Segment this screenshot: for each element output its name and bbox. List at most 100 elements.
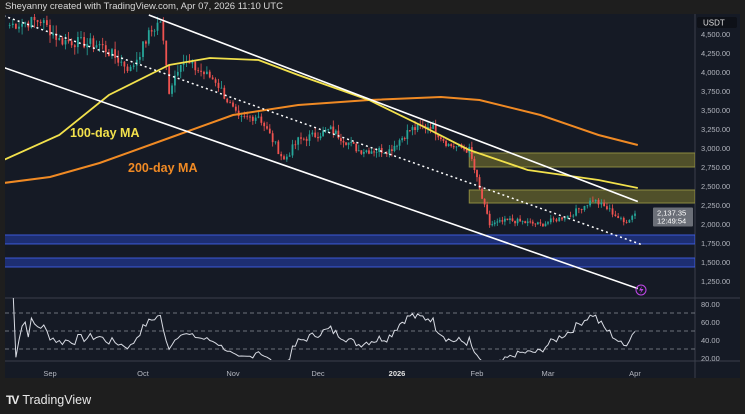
- candle-body: [302, 138, 305, 140]
- candle-body: [634, 213, 636, 216]
- time-tick: Sep: [43, 369, 56, 378]
- candle: [355, 142, 358, 153]
- candle-body: [600, 202, 603, 205]
- candle-body: [83, 37, 85, 48]
- candle-body: [617, 216, 620, 219]
- candle: [171, 83, 173, 97]
- candle: [373, 148, 375, 157]
- candle: [280, 151, 283, 161]
- candle: [594, 199, 597, 204]
- price-tick: 1,750.00: [701, 239, 730, 248]
- candle-body: [434, 124, 437, 135]
- candle-body: [182, 62, 185, 65]
- candle-body: [147, 30, 150, 44]
- candle-body: [514, 220, 516, 224]
- candle-body: [123, 61, 126, 67]
- candle: [486, 201, 489, 215]
- candle-body: [114, 49, 116, 58]
- candle: [114, 41, 116, 64]
- candle: [411, 125, 414, 136]
- time-tick: Oct: [137, 369, 150, 378]
- candle: [58, 34, 61, 41]
- candle-body: [368, 150, 370, 154]
- candle: [117, 50, 120, 67]
- candle-body: [288, 155, 291, 157]
- candle: [600, 199, 603, 208]
- candle-body: [200, 70, 202, 72]
- last-price-badge: [653, 207, 693, 227]
- candle: [251, 115, 254, 125]
- candle: [179, 64, 182, 79]
- candle-body: [409, 130, 411, 131]
- rsi-tick: 80.00: [701, 300, 720, 309]
- candle-body: [360, 150, 363, 154]
- candle: [493, 219, 496, 227]
- candle-body: [478, 177, 481, 189]
- candle-body: [332, 126, 335, 134]
- candle-body: [64, 40, 67, 45]
- last-price: 2,137.35: [657, 209, 686, 218]
- candle: [396, 144, 398, 150]
- candle-body: [597, 199, 600, 205]
- candle-body: [542, 223, 544, 227]
- candle-body: [194, 61, 197, 71]
- candle-body: [329, 126, 332, 130]
- candle-body: [486, 204, 489, 214]
- candle: [319, 132, 322, 141]
- candle: [496, 218, 499, 226]
- candle: [447, 143, 450, 147]
- candle: [61, 36, 64, 46]
- candle: [98, 40, 101, 53]
- candle: [132, 62, 135, 70]
- candle-body: [622, 217, 625, 223]
- candle: [89, 33, 92, 47]
- time-tick: Mar: [542, 369, 555, 378]
- candle-body: [145, 41, 147, 44]
- candle-body: [251, 116, 254, 121]
- candle: [388, 144, 391, 158]
- candle-body: [375, 151, 378, 153]
- candle-body: [129, 66, 132, 71]
- candle-body: [577, 208, 580, 210]
- candle-body: [429, 126, 432, 129]
- candle: [314, 127, 317, 139]
- candle: [162, 17, 165, 45]
- countdown: 12:49:54: [657, 217, 686, 226]
- candle-body: [608, 208, 611, 210]
- candle-body: [345, 142, 347, 145]
- candle-body: [519, 218, 522, 222]
- candle: [83, 32, 85, 49]
- rsi-tick: 60.00: [701, 318, 720, 327]
- candle-body: [283, 156, 285, 160]
- candle-body: [297, 137, 300, 145]
- candle-body: [156, 22, 159, 31]
- candle: [33, 14, 36, 28]
- tradingview-logo[interactable]: TV TradingView: [6, 393, 91, 407]
- candle: [383, 152, 386, 154]
- candle: [347, 142, 350, 150]
- demand-zone-3: [5, 257, 695, 268]
- candle-body: [18, 26, 20, 29]
- candle-body: [373, 151, 375, 153]
- candle-body: [503, 218, 506, 222]
- candle: [86, 38, 89, 56]
- candle: [393, 140, 396, 153]
- candle: [64, 33, 67, 50]
- candle: [452, 143, 455, 150]
- candle: [368, 147, 370, 155]
- candle: [575, 204, 577, 217]
- candle-body: [220, 87, 223, 89]
- lightning-icon: [635, 284, 647, 296]
- candle: [606, 203, 608, 211]
- candle-body: [150, 30, 153, 32]
- candle: [139, 52, 141, 65]
- channel-lower-line: [5, 67, 639, 290]
- candle: [378, 146, 381, 157]
- candle-body: [370, 151, 373, 154]
- candle: [509, 215, 511, 224]
- candle-body: [327, 129, 330, 131]
- candle-body: [628, 219, 631, 223]
- candle-body: [509, 218, 511, 221]
- candle-body: [606, 206, 608, 210]
